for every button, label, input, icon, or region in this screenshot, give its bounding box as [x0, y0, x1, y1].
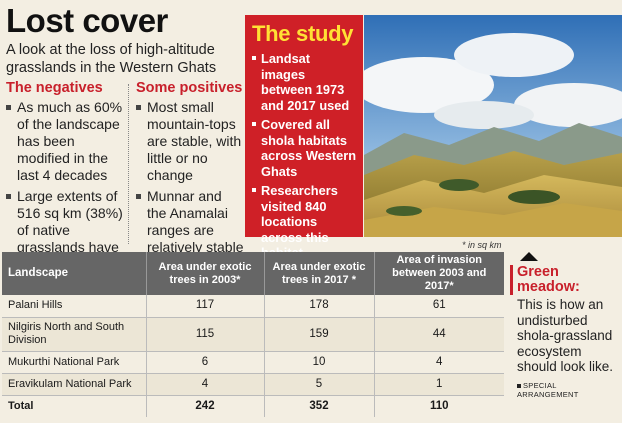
negative-item: As much as 60% of the landscape has been… — [6, 99, 126, 184]
negatives-heading: The negatives — [6, 80, 103, 96]
area-2017-cell: 178 — [264, 295, 375, 318]
column-divider — [128, 84, 129, 244]
photo-credit: SPECIAL ARRANGEMENT — [510, 381, 620, 399]
column-header: Area under exotic trees in 2017 * — [264, 252, 375, 295]
positive-item: Most small mountain-tops are stable, wit… — [136, 99, 244, 184]
grassland-photo — [364, 15, 622, 237]
caption-title: Green meadow: — [510, 265, 620, 295]
total-label: Total — [2, 395, 147, 417]
caption-arrow-icon — [520, 252, 538, 261]
table-row: Eravikulam National Park 4 5 1 — [2, 373, 504, 396]
caption-text: This is how an undisturbed shola-grassla… — [517, 297, 614, 374]
invasion-cell: 61 — [374, 295, 504, 318]
table-row: Mukurthi National Park 6 10 4 — [2, 351, 504, 374]
table-total-row: Total 242 352 110 — [2, 395, 504, 417]
credit-square-icon — [517, 383, 521, 388]
table-row: Nilgiris North and South Division 115 15… — [2, 317, 504, 352]
positives-list: Most small mountain-tops are stable, wit… — [136, 99, 244, 260]
total-2017-cell: 352 — [264, 395, 375, 417]
total-2003-cell: 242 — [146, 395, 265, 417]
total-invasion-cell: 110 — [429, 399, 449, 412]
study-item: Landsat images between 1973 and 2017 use… — [252, 51, 357, 113]
column-header: Landscape — [2, 252, 147, 295]
invasion-cell: 44 — [374, 317, 504, 352]
positive-item: Munnar and the Anamalai ranges are relat… — [136, 188, 244, 256]
column-header: Area of invasion between 2003 and 2017* — [374, 252, 504, 295]
negatives-list: As much as 60% of the landscape has been… — [6, 99, 126, 277]
page-subtitle: A look at the loss of high-altitude gras… — [6, 42, 217, 76]
study-box: The study Landsat images between 1973 an… — [245, 15, 363, 260]
study-list: Landsat images between 1973 and 2017 use… — [252, 51, 357, 261]
landscape-cell: Nilgiris North and South Division — [2, 317, 147, 352]
area-2017-cell: 159 — [264, 317, 375, 352]
positives-heading: Some positives — [136, 80, 243, 96]
area-2017-cell: 5 — [264, 373, 375, 396]
table-header-row: Landscape Area under exotic trees in 200… — [2, 252, 504, 295]
invasion-cell: 4 — [374, 351, 504, 374]
area-2017-cell: 10 — [264, 351, 375, 374]
data-table: Landscape Area under exotic trees in 200… — [2, 252, 504, 417]
area-2003-cell: 4 — [146, 373, 265, 396]
landscape-cell: Mukurthi National Park — [2, 351, 147, 374]
invasion-cell: 1 — [374, 373, 504, 396]
study-item: Covered all shola habitats across Wester… — [252, 117, 357, 179]
table-footnote: * in sq km — [462, 240, 502, 250]
area-2003-cell: 117 — [146, 295, 265, 318]
credit-text: SPECIAL ARRANGEMENT — [517, 380, 579, 399]
page-title: Lost cover — [6, 2, 168, 39]
table-row: Palani Hills 117 178 61 — [2, 295, 504, 318]
study-heading: The study — [252, 21, 354, 46]
area-2003-cell: 6 — [146, 351, 265, 374]
landscape-cell: Eravikulam National Park — [2, 373, 147, 396]
landscape-cell: Palani Hills — [2, 295, 147, 318]
photo-caption: Green meadow: This is how an undisturbed… — [510, 252, 620, 399]
area-2003-cell: 115 — [146, 317, 265, 352]
study-item: Researchers visited 840 locations across… — [252, 183, 357, 261]
column-header: Area under exotic trees in 2003* — [146, 252, 265, 295]
